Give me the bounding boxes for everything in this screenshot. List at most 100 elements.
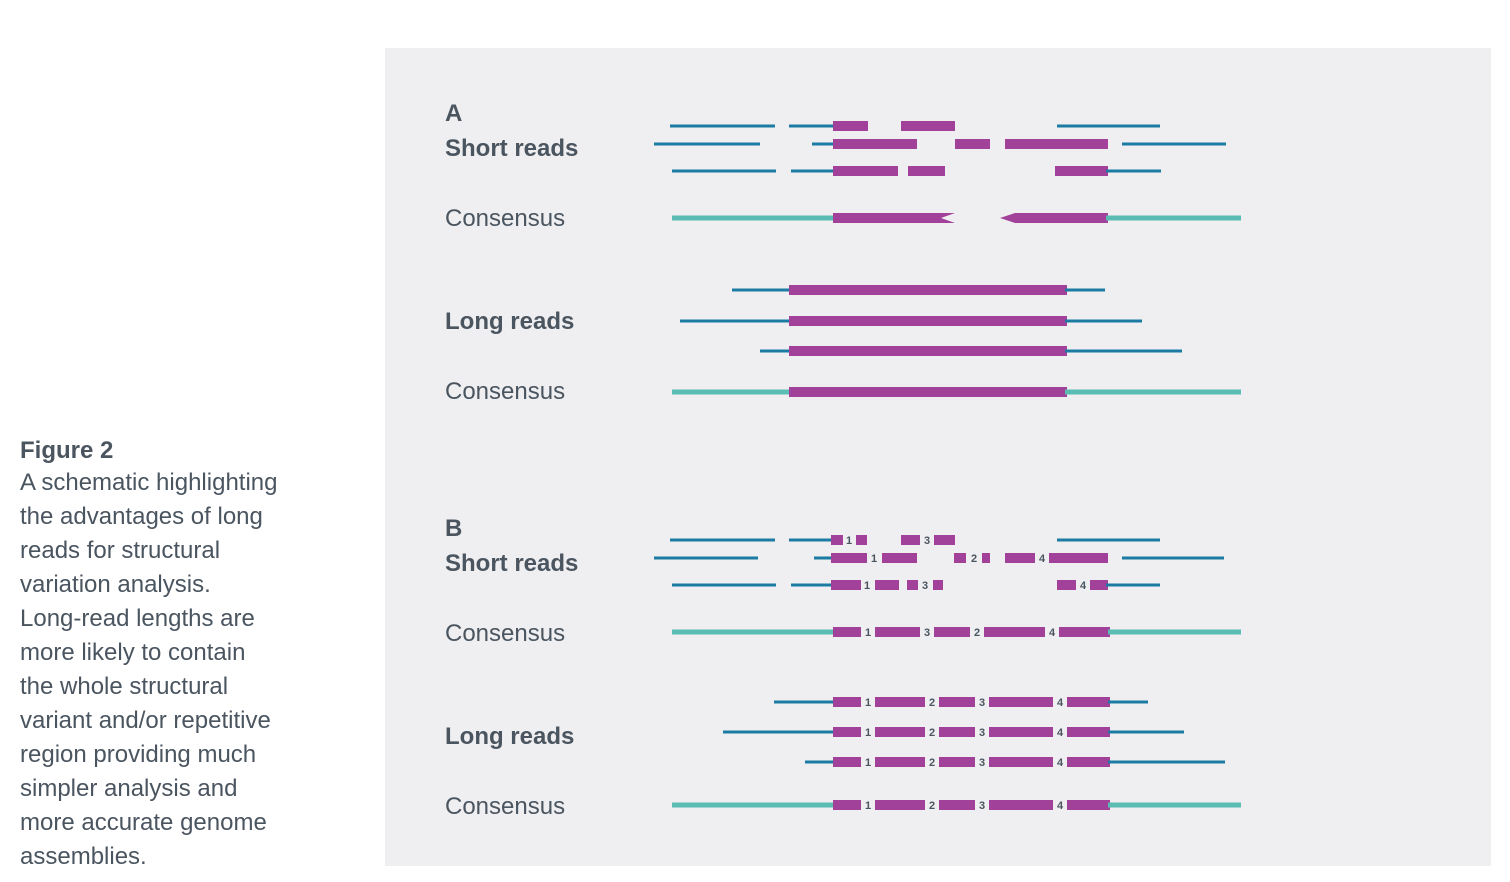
panel-b-short-reads-label: Short reads <box>445 550 578 577</box>
consensus-segment <box>934 627 970 637</box>
caption-line: the whole structural <box>20 673 229 700</box>
panel-b-consensus-label-2: Consensus <box>445 793 565 820</box>
consensus-segment <box>833 627 861 637</box>
variant-segment <box>989 697 1053 707</box>
segment-number-3: 3 <box>924 535 930 547</box>
segment-number-1: 1 <box>864 580 870 592</box>
figure-description: A schematic highlighting the advantages … <box>20 466 330 874</box>
segment-number-3: 3 <box>979 727 985 739</box>
segment-number-3: 3 <box>979 757 985 769</box>
figure-caption: Figure 2 A schematic highlighting the ad… <box>20 436 330 874</box>
variant-fragment <box>933 580 943 590</box>
caption-line: variant and/or repetitive <box>20 707 271 734</box>
consensus-segment <box>989 800 1053 810</box>
read-tracks: 1 3 1 2 4 1 3 4 1 3 2 4 1 2 3 4 1 2 3 4 1 2 3 4 1 2 3 4 <box>654 121 1241 812</box>
segment-number-4: 4 <box>1057 757 1064 769</box>
variant-fragment <box>907 580 918 590</box>
variant-fragment <box>831 535 843 545</box>
segment-number-1: 1 <box>865 697 871 709</box>
variant-fragment <box>1049 553 1108 563</box>
caption-line: Long-read lengths are <box>20 605 255 632</box>
consensus-segment <box>1067 800 1110 810</box>
variant-segment <box>833 697 861 707</box>
segment-number-4: 4 <box>1057 697 1064 709</box>
segment-number-4: 4 <box>1049 627 1056 639</box>
variant-segment <box>1067 757 1110 767</box>
variant-segment <box>989 727 1053 737</box>
panel-a-short-reads-label: Short reads <box>445 135 578 162</box>
variant-segment <box>833 727 861 737</box>
variant-segment <box>989 757 1053 767</box>
segment-number-2: 2 <box>971 553 977 565</box>
segment-number-1: 1 <box>865 627 871 639</box>
segment-number-2: 2 <box>929 757 935 769</box>
variant-fragment <box>1005 139 1108 149</box>
caption-line: A schematic highlighting <box>20 469 278 496</box>
variant-segment <box>939 727 975 737</box>
panel-a-consensus-label: Consensus <box>445 205 565 232</box>
segment-number-3: 3 <box>922 580 928 592</box>
segment-number-2: 2 <box>929 800 935 812</box>
segment-number-1: 1 <box>846 535 852 547</box>
caption-line: reads for structural <box>20 537 221 564</box>
variant-fragment <box>1005 553 1035 563</box>
figure-title: Figure 2 <box>20 437 114 464</box>
variant-segment <box>833 757 861 767</box>
variant-fragment <box>901 121 955 131</box>
variant-fragment <box>908 166 945 176</box>
segment-number-1: 1 <box>871 553 877 565</box>
panel-a-long-reads-label: Long reads <box>445 308 574 335</box>
variant-segment <box>1067 727 1110 737</box>
consensus-variant <box>789 387 1067 397</box>
variant-span <box>789 346 1067 356</box>
variant-segment <box>939 757 975 767</box>
consensus-segment <box>1059 627 1110 637</box>
panel-b-letter: B <box>445 515 462 542</box>
variant-segment <box>875 757 925 767</box>
variant-fragment <box>833 166 898 176</box>
variant-segment <box>939 697 975 707</box>
variant-span <box>789 285 1067 295</box>
variant-fragment <box>856 535 867 545</box>
variant-span <box>789 316 1067 326</box>
variant-fragment <box>955 139 990 149</box>
variant-fragment <box>1090 580 1108 590</box>
variant-segment <box>875 697 925 707</box>
consensus-segment <box>984 627 1045 637</box>
segment-number-4: 4 <box>1057 727 1064 739</box>
variant-fragment <box>934 535 955 545</box>
consensus-segment <box>875 627 920 637</box>
variant-fragment <box>882 553 917 563</box>
segment-number-2: 2 <box>974 627 980 639</box>
variant-fragment <box>1057 580 1076 590</box>
variant-fragment <box>831 553 867 563</box>
segment-number-3: 3 <box>924 627 930 639</box>
segment-number-2: 2 <box>929 727 935 739</box>
panel-b-consensus-label: Consensus <box>445 620 565 647</box>
variant-fragment <box>901 535 920 545</box>
panel-b-long-reads-label: Long reads <box>445 723 574 750</box>
diagram-panel <box>385 48 1491 866</box>
caption-line: variation analysis. <box>20 571 211 598</box>
segment-number-1: 1 <box>865 800 871 812</box>
variant-segment <box>1067 697 1110 707</box>
segment-number-4: 4 <box>1057 800 1064 812</box>
segment-number-3: 3 <box>979 697 985 709</box>
consensus-segment <box>875 800 925 810</box>
variant-fragment <box>831 580 861 590</box>
variant-fragment <box>875 580 899 590</box>
caption-line: region providing much <box>20 741 257 768</box>
segment-number-1: 1 <box>865 757 871 769</box>
segment-number-3: 3 <box>979 800 985 812</box>
caption-line: simpler analysis and <box>20 775 238 802</box>
segment-number-4: 4 <box>1080 580 1087 592</box>
variant-segment <box>875 727 925 737</box>
segment-number-1: 1 <box>865 727 871 739</box>
consensus-segment <box>939 800 975 810</box>
segment-number-2: 2 <box>929 697 935 709</box>
broken-consensus-left <box>833 213 955 223</box>
variant-fragment <box>833 121 868 131</box>
segment-number-4: 4 <box>1039 553 1046 565</box>
caption-line: the advantages of long <box>20 503 263 530</box>
panel-a-consensus-label-2: Consensus <box>445 378 565 405</box>
